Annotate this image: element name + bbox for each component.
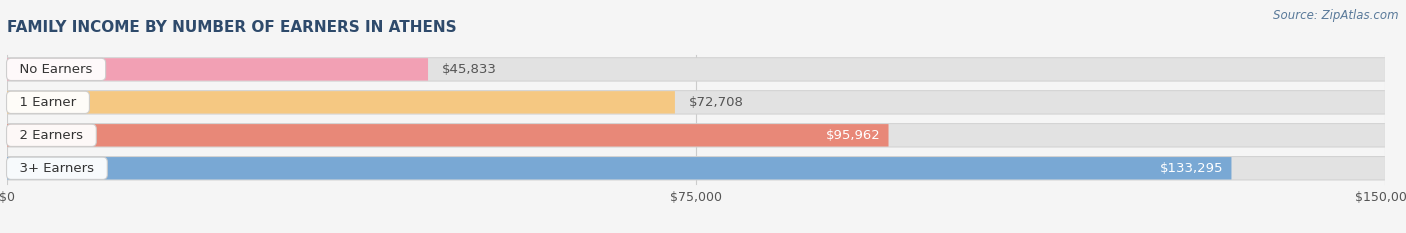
FancyBboxPatch shape [7,123,1385,147]
FancyBboxPatch shape [7,157,1232,179]
FancyBboxPatch shape [7,58,1385,81]
FancyBboxPatch shape [7,90,1385,115]
Text: No Earners: No Earners [11,63,101,76]
FancyBboxPatch shape [7,91,675,113]
Text: $133,295: $133,295 [1160,162,1223,175]
Text: Source: ZipAtlas.com: Source: ZipAtlas.com [1274,9,1399,22]
Text: $95,962: $95,962 [825,129,880,142]
FancyBboxPatch shape [7,156,1385,181]
Text: $45,833: $45,833 [441,63,496,76]
Text: 1 Earner: 1 Earner [11,96,84,109]
FancyBboxPatch shape [7,91,1385,113]
Text: 3+ Earners: 3+ Earners [11,162,103,175]
Text: $72,708: $72,708 [689,96,744,109]
FancyBboxPatch shape [7,124,889,147]
Text: FAMILY INCOME BY NUMBER OF EARNERS IN ATHENS: FAMILY INCOME BY NUMBER OF EARNERS IN AT… [7,20,457,35]
FancyBboxPatch shape [7,57,1385,82]
FancyBboxPatch shape [7,157,1385,179]
FancyBboxPatch shape [7,58,427,81]
Text: 2 Earners: 2 Earners [11,129,91,142]
FancyBboxPatch shape [7,124,1385,147]
